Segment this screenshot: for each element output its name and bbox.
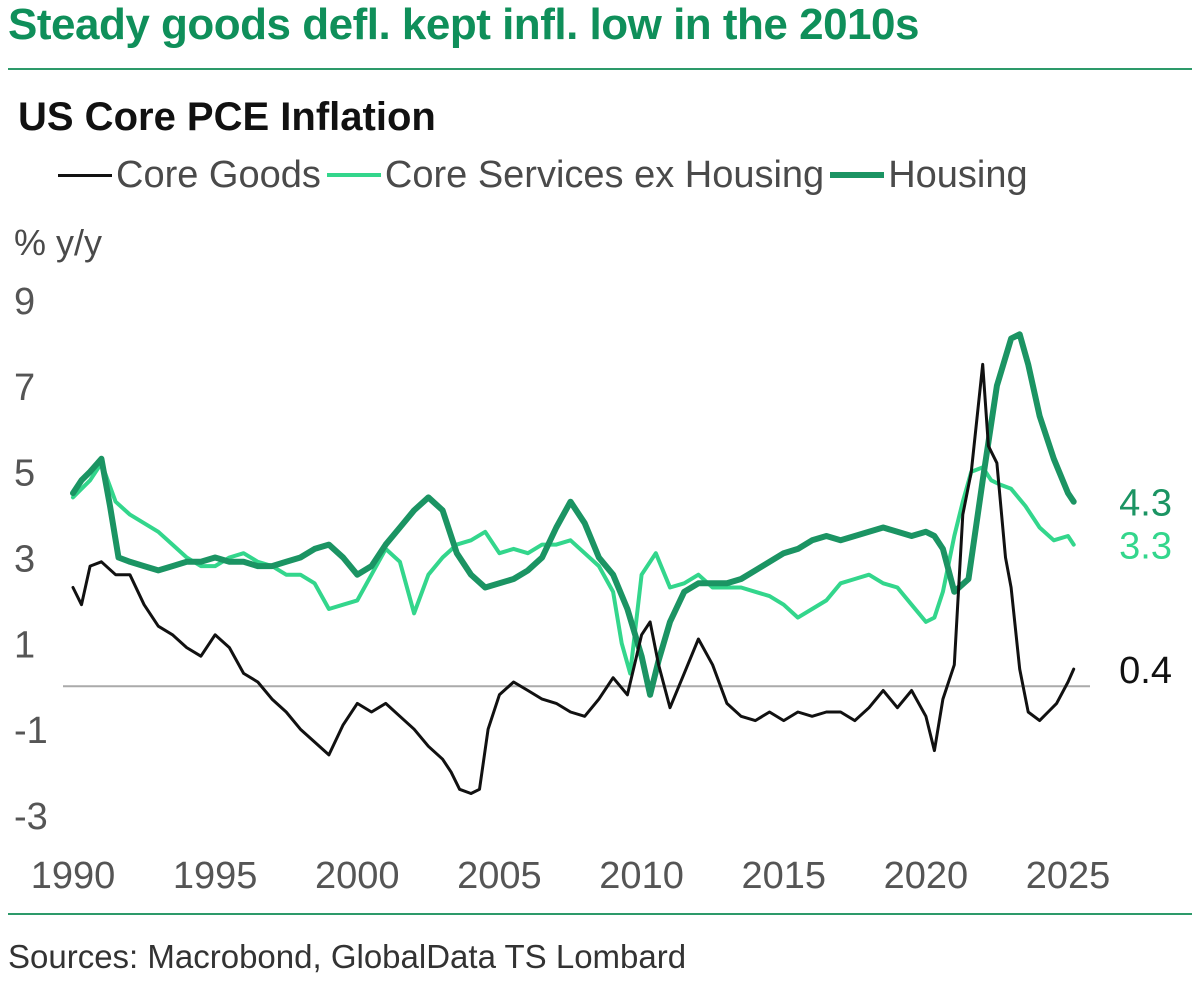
end-label-core-services: 3.3 [1119,526,1172,568]
y-tick-label: -1 [14,710,48,752]
legend-label-core-services: Core Services ex Housing [384,153,825,196]
chart-legend: Core Goods Core Services ex Housing Hous… [58,150,1034,200]
legend-label-housing: Housing [888,153,1028,196]
end-label-core-goods: 0.4 [1119,650,1172,692]
x-tick-label: 2025 [1026,855,1111,897]
source-note: Sources: Macrobond, GlobalData TS Lombar… [8,938,687,975]
end-label-housing: 4.3 [1119,483,1172,525]
legend-item-core-goods: Core Goods [58,154,321,197]
x-tick-label: 1995 [173,855,258,897]
top-divider [8,68,1192,70]
y-tick-label: 5 [14,453,35,495]
x-tick-label: 1990 [31,855,116,897]
x-tick-label: 2015 [741,855,826,897]
y-axis-unit-label: % y/y [14,222,103,263]
x-tick-label: 2005 [457,855,542,897]
y-tick-label: -3 [14,796,48,838]
chart-title: US Core PCE Inflation [18,95,436,139]
legend-item-housing: Housing [830,153,1028,197]
series-line-core-goods [71,362,1076,795]
series-line-housing [70,331,1077,698]
y-tick-label: 7 [14,367,35,409]
x-tick-label: 2020 [884,855,969,897]
y-tick-label: 3 [14,539,35,581]
legend-swatch-housing [830,172,885,178]
legend-swatch-core-goods [58,173,112,177]
y-tick-label: 1 [14,624,35,666]
x-tick-label: 2010 [599,855,684,897]
x-tick-label: 2000 [315,855,400,897]
legend-item-core-services: Core Services ex Housing [326,153,825,197]
headline: Steady goods defl. kept infl. low in the… [8,0,919,49]
legend-swatch-core-services [326,173,381,177]
bottom-divider [8,913,1192,915]
legend-label-core-goods: Core Goods [116,153,321,196]
series-line-core-services [71,461,1076,676]
y-tick-label: 9 [14,281,35,323]
